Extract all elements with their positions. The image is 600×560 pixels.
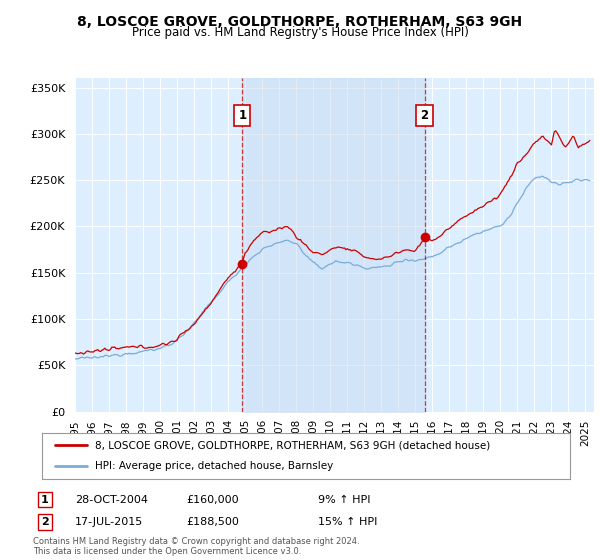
Text: £160,000: £160,000	[186, 494, 239, 505]
Text: 1: 1	[41, 494, 49, 505]
Text: 15% ↑ HPI: 15% ↑ HPI	[318, 517, 377, 527]
Text: 8, LOSCOE GROVE, GOLDTHORPE, ROTHERHAM, S63 9GH: 8, LOSCOE GROVE, GOLDTHORPE, ROTHERHAM, …	[77, 15, 523, 29]
Text: 1: 1	[238, 109, 247, 122]
Text: HPI: Average price, detached house, Barnsley: HPI: Average price, detached house, Barn…	[95, 461, 333, 472]
Text: 2: 2	[41, 517, 49, 527]
Text: 17-JUL-2015: 17-JUL-2015	[75, 517, 143, 527]
Text: £188,500: £188,500	[186, 517, 239, 527]
Text: This data is licensed under the Open Government Licence v3.0.: This data is licensed under the Open Gov…	[33, 548, 301, 557]
Text: Contains HM Land Registry data © Crown copyright and database right 2024.: Contains HM Land Registry data © Crown c…	[33, 538, 359, 547]
Text: 8, LOSCOE GROVE, GOLDTHORPE, ROTHERHAM, S63 9GH (detached house): 8, LOSCOE GROVE, GOLDTHORPE, ROTHERHAM, …	[95, 440, 490, 450]
Text: Price paid vs. HM Land Registry's House Price Index (HPI): Price paid vs. HM Land Registry's House …	[131, 26, 469, 39]
Text: 9% ↑ HPI: 9% ↑ HPI	[318, 494, 371, 505]
Text: 28-OCT-2004: 28-OCT-2004	[75, 494, 148, 505]
Text: 2: 2	[421, 109, 428, 122]
